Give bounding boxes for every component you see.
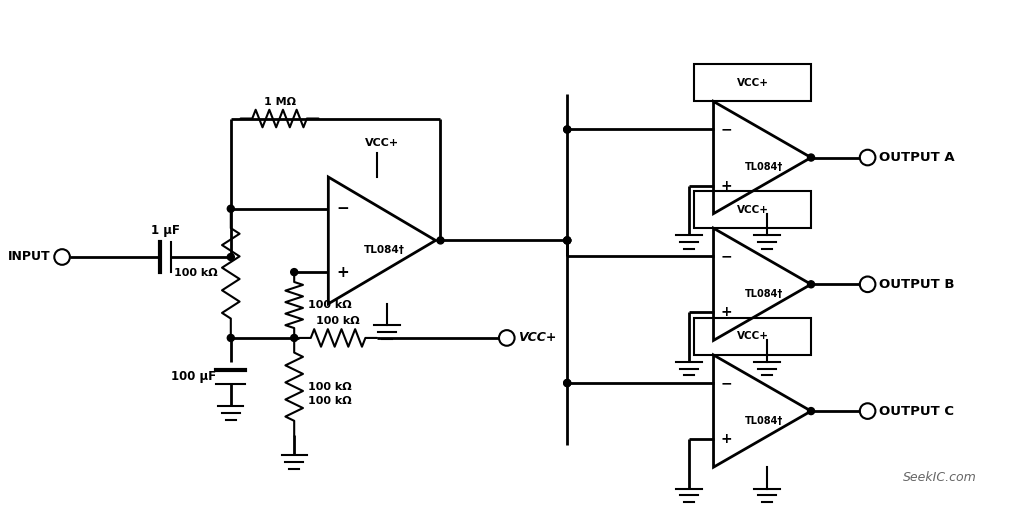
Text: VCC+: VCC+ (518, 332, 556, 344)
Text: 100 kΩ: 100 kΩ (308, 382, 352, 392)
Text: +: + (719, 305, 732, 319)
Text: −: − (719, 249, 732, 263)
Circle shape (564, 379, 571, 387)
Text: 100 kΩ: 100 kΩ (316, 316, 360, 326)
Text: −: − (336, 201, 348, 216)
Text: 1 MΩ: 1 MΩ (263, 97, 296, 107)
Text: TL084†: TL084† (744, 162, 783, 172)
Text: TL084†: TL084† (363, 245, 404, 255)
Text: OUTPUT B: OUTPUT B (878, 278, 954, 291)
Text: −: − (719, 376, 732, 390)
Text: 1 μF: 1 μF (151, 225, 179, 237)
Circle shape (564, 237, 571, 244)
Circle shape (564, 126, 571, 133)
Text: 100 kΩ: 100 kΩ (173, 268, 217, 279)
Circle shape (227, 253, 234, 261)
Text: +: + (336, 265, 348, 280)
Circle shape (807, 281, 814, 288)
Text: 100 μF: 100 μF (171, 371, 216, 383)
Bar (693, 191, 810, 228)
Bar (693, 64, 810, 101)
Circle shape (290, 335, 298, 341)
Text: TL084†: TL084† (744, 416, 783, 426)
Text: OUTPUT C: OUTPUT C (878, 405, 954, 417)
Circle shape (227, 205, 234, 212)
Circle shape (564, 379, 571, 387)
Circle shape (436, 237, 443, 244)
Text: 100 kΩ: 100 kΩ (308, 396, 352, 407)
Text: VCC+: VCC+ (736, 332, 767, 341)
Text: +: + (719, 432, 732, 446)
Text: INPUT: INPUT (8, 250, 50, 264)
Circle shape (564, 237, 571, 244)
Text: −: − (719, 122, 732, 137)
Circle shape (290, 269, 298, 276)
Text: VCC+: VCC+ (736, 205, 767, 215)
Circle shape (564, 126, 571, 133)
Text: VCC+: VCC+ (365, 138, 398, 148)
Bar (693, 318, 810, 355)
Circle shape (227, 335, 234, 341)
Circle shape (564, 237, 571, 244)
Text: SeekIC.com: SeekIC.com (902, 471, 976, 484)
Text: 100 kΩ: 100 kΩ (308, 300, 352, 310)
Text: VCC+: VCC+ (736, 78, 767, 88)
Circle shape (807, 154, 814, 161)
Text: +: + (719, 178, 732, 193)
Text: TL084†: TL084† (744, 289, 783, 299)
Circle shape (807, 408, 814, 415)
Text: OUTPUT A: OUTPUT A (878, 151, 954, 164)
